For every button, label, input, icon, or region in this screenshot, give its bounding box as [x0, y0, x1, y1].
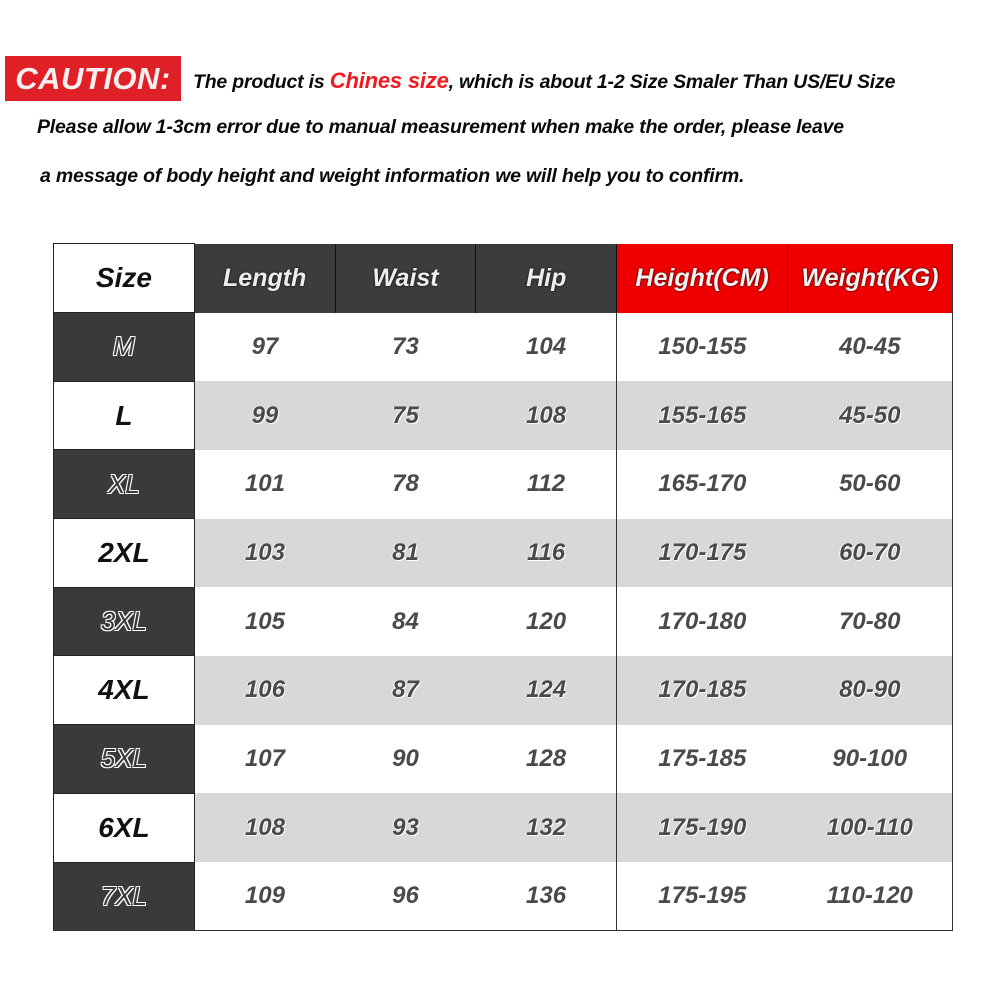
cell-waist: 84 — [392, 607, 419, 635]
cell-waist: 75 — [335, 381, 476, 450]
cell-hip: 116 — [475, 518, 617, 588]
cell-height: 175-185 — [616, 724, 788, 794]
cell-size: M — [53, 312, 195, 382]
cell-hip: 120 — [526, 607, 567, 635]
cell-weight: 100-110 — [787, 793, 953, 862]
cell-length: 103 — [194, 518, 336, 588]
table-row: 6XL 108 93 132 175-190 100-110 — [53, 792, 953, 863]
notice-line-1: The product is Chines size, which is abo… — [193, 68, 895, 94]
cell-weight: 80-90 — [787, 655, 953, 725]
cell-size: 6XL — [53, 792, 195, 863]
cell-length: 99 — [194, 381, 336, 450]
cell-height: 175-195 — [616, 862, 788, 932]
size-chart-table: Size Length Waist Hip Height(CM) Weight(… — [53, 243, 953, 932]
notice-suffix: , which is about 1-2 Size Smaler Than US… — [448, 71, 896, 93]
header-hip: Hip — [475, 243, 617, 313]
cell-hip: 104 — [526, 332, 567, 360]
header-waist: Waist — [334, 243, 476, 313]
header-length: Length — [193, 243, 336, 313]
cell-weight: 110-120 — [787, 862, 953, 932]
cell-height: 170-175 — [616, 518, 788, 588]
cell-height: 155-165 — [616, 381, 788, 450]
cell-waist: 90 — [392, 744, 419, 772]
cell-size: 2XL — [53, 518, 195, 588]
cell-length: 97 — [251, 332, 279, 360]
cell-weight: 45-50 — [787, 381, 953, 450]
table-row: 3XL 105 84 120 170-180 70-80 — [53, 586, 953, 657]
cell-waist: 93 — [335, 793, 476, 862]
header-size: Size — [53, 243, 195, 313]
cell-height: 165-170 — [616, 449, 788, 519]
cell-waist: 96 — [335, 862, 476, 932]
cell-height: 175-190 — [616, 793, 788, 862]
cell-length: 109 — [194, 862, 336, 932]
cell-size: 3XL — [53, 586, 195, 657]
notice-prefix: The product is — [193, 71, 330, 93]
cell-weight: 70-80 — [787, 587, 953, 656]
cell-waist: 87 — [335, 655, 476, 725]
cell-hip: 124 — [475, 655, 617, 725]
table-row: 5XL 107 90 128 175-185 90-100 — [53, 724, 953, 794]
table-row: 7XL 109 96 136 175-195 110-120 — [53, 861, 953, 932]
cell-waist: 81 — [335, 518, 476, 588]
table-row: 2XL 103 81 116 170-175 60-70 — [53, 518, 953, 588]
cell-hip: 132 — [475, 793, 617, 862]
header-weight: Weight(KG) — [787, 243, 953, 313]
cell-size: 7XL — [53, 861, 195, 932]
cell-hip: 128 — [526, 744, 567, 772]
cell-length: 105 — [244, 607, 285, 635]
chinese-size-highlight: Chines size — [329, 68, 449, 93]
notice-line-3: a message of body height and weight info… — [40, 165, 745, 187]
cell-weight: 60-70 — [787, 518, 953, 588]
table-row: 4XL 106 87 124 170-185 80-90 — [53, 655, 953, 726]
cell-waist: 73 — [392, 332, 419, 360]
cell-weight: 50-60 — [787, 449, 953, 519]
header-row: Size Length Waist Hip Height(CM) Weight(… — [53, 243, 953, 313]
cell-height: 170-185 — [616, 655, 788, 725]
cell-length: 107 — [244, 744, 285, 772]
cell-weight: 40-45 — [787, 312, 953, 382]
cell-waist: 78 — [392, 470, 419, 498]
cell-height: 170-180 — [616, 587, 788, 656]
cell-size: 5XL — [53, 724, 195, 794]
cell-size: 4XL — [53, 655, 195, 726]
cell-hip: 108 — [475, 381, 617, 450]
cell-size: L — [53, 380, 195, 451]
notice-line-2: Please allow 1-3cm error due to manual m… — [37, 116, 844, 138]
table-row: M 97 73 104 150-155 40-45 — [53, 312, 953, 382]
cell-length: 106 — [194, 655, 336, 725]
cell-length: 108 — [194, 793, 336, 862]
caution-label: CAUTION: — [5, 56, 181, 101]
cell-height: 150-155 — [616, 312, 788, 382]
cell-size: XL — [53, 449, 195, 520]
cell-weight: 90-100 — [787, 724, 953, 794]
cell-length: 101 — [244, 470, 285, 498]
table-row: L 99 75 108 155-165 45-50 — [53, 380, 953, 451]
cell-hip: 136 — [475, 862, 617, 932]
header-height: Height(CM) — [616, 243, 788, 313]
table-row: XL 101 78 112 165-170 50-60 — [53, 449, 953, 520]
cell-hip: 112 — [526, 470, 566, 498]
